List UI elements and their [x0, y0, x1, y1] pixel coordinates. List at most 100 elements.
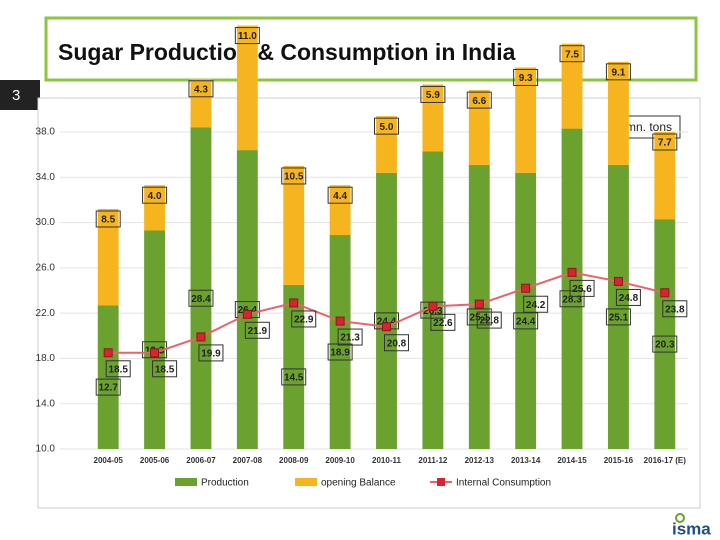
- bar-segment: [422, 151, 444, 449]
- data-label: 24.4: [377, 317, 397, 328]
- data-label: 10.5: [284, 172, 304, 183]
- bar-segment: [329, 235, 351, 449]
- data-label: 23.8: [665, 304, 685, 315]
- bar-segment: [190, 127, 212, 449]
- data-label: 21.3: [340, 333, 360, 344]
- label-box: [662, 300, 688, 318]
- x-tick-label: 2012-13: [465, 456, 495, 465]
- legend-swatch: [437, 478, 445, 486]
- line-marker: [335, 316, 345, 326]
- line-marker: [103, 348, 113, 358]
- bar-segment: [607, 164, 629, 449]
- legend-label: Internal Consumption: [456, 478, 551, 489]
- bar-segment: [97, 208, 119, 306]
- data-label: 18.5: [108, 364, 128, 375]
- label-box: [281, 167, 307, 185]
- data-label: 19.9: [201, 349, 221, 360]
- y-tick-label: 22.0: [36, 308, 56, 319]
- data-label: 22.9: [294, 315, 314, 326]
- y-tick-label: 30.0: [36, 217, 56, 228]
- label-box: [513, 312, 539, 330]
- label-box: [234, 27, 260, 45]
- label-box: [605, 308, 631, 326]
- data-label: 24.4: [516, 317, 536, 328]
- label-box: [513, 68, 539, 86]
- legend-label: opening Balance: [321, 478, 396, 489]
- label-box: [95, 378, 121, 396]
- bar-segment: [515, 67, 537, 173]
- x-tick-label: 2008-09: [279, 456, 309, 465]
- label-box: [327, 186, 353, 204]
- page-number: 3: [12, 87, 20, 104]
- bar-segment: [607, 61, 629, 165]
- label-box: [466, 308, 492, 326]
- data-label: 26.3: [423, 306, 443, 317]
- label-box: [291, 310, 317, 328]
- line-marker: [242, 309, 252, 319]
- label-box: [384, 334, 409, 352]
- data-label: 20.3: [655, 340, 675, 351]
- x-tick-label: 2011-12: [418, 456, 447, 465]
- data-label: 18.5: [155, 364, 175, 375]
- x-tick-label: 2007-08: [233, 456, 263, 465]
- data-label: 9.3: [519, 73, 533, 84]
- line-marker: [428, 301, 438, 311]
- y-tick-label: 26.0: [36, 262, 56, 273]
- bar-segment: [144, 185, 166, 231]
- slide-title: Sugar Production & Consumption in India: [58, 39, 516, 65]
- data-label: 12.7: [98, 383, 118, 394]
- label-box: [466, 91, 492, 109]
- legend-label: Production: [201, 478, 249, 489]
- data-label: 4.4: [333, 191, 347, 202]
- bar-segment: [422, 84, 444, 152]
- label-box: [569, 279, 595, 297]
- data-label: 28.3: [562, 294, 582, 305]
- data-label: 21.9: [248, 326, 268, 337]
- chart-frame: [37, 97, 701, 509]
- page-badge: [0, 80, 40, 110]
- label-box: [605, 63, 631, 81]
- label-box: [615, 288, 641, 306]
- x-tick-label: 2014-15: [557, 456, 587, 465]
- line-marker: [289, 298, 299, 308]
- data-label: 24.8: [619, 293, 639, 304]
- y-tick-label: 38.0: [36, 127, 56, 138]
- data-label: 9.1: [611, 67, 625, 78]
- bar-segment: [654, 219, 676, 449]
- label-box: [430, 313, 456, 331]
- x-tick-label: 2006-07: [186, 456, 216, 465]
- y-tick-label: 34.0: [36, 172, 56, 183]
- label-box: [142, 341, 168, 359]
- data-label: 5.0: [380, 122, 394, 133]
- label-box: [188, 289, 214, 307]
- x-tick-label: 2005-06: [140, 456, 170, 465]
- bar-segment: [376, 172, 397, 449]
- label-box: [142, 186, 168, 204]
- bar-segment: [468, 90, 490, 165]
- data-label: 7.7: [658, 138, 672, 149]
- x-tick-label: 2013-14: [511, 456, 541, 465]
- label-box: [337, 328, 363, 346]
- line-marker: [613, 276, 623, 286]
- logo-mark: [675, 513, 685, 523]
- label-box: [281, 368, 307, 386]
- data-label: 28.4: [191, 294, 211, 305]
- legend-swatch: [175, 478, 197, 486]
- label-box: [559, 45, 585, 63]
- data-label: 5.9: [426, 90, 440, 101]
- bar-segment: [144, 230, 166, 449]
- label-box: [95, 210, 121, 228]
- label-box: [523, 295, 549, 313]
- bar-segment: [561, 128, 583, 449]
- bar-segment: [515, 172, 537, 449]
- bar-segment: [561, 43, 583, 129]
- data-label: 4.0: [148, 191, 162, 202]
- data-label: 18.9: [330, 348, 350, 359]
- y-tick-label: 18.0: [36, 353, 56, 364]
- legend-swatch: [295, 478, 317, 486]
- data-label: 14.5: [284, 373, 304, 384]
- label-box: [244, 321, 270, 339]
- line-marker: [474, 299, 484, 309]
- line-marker: [196, 332, 206, 342]
